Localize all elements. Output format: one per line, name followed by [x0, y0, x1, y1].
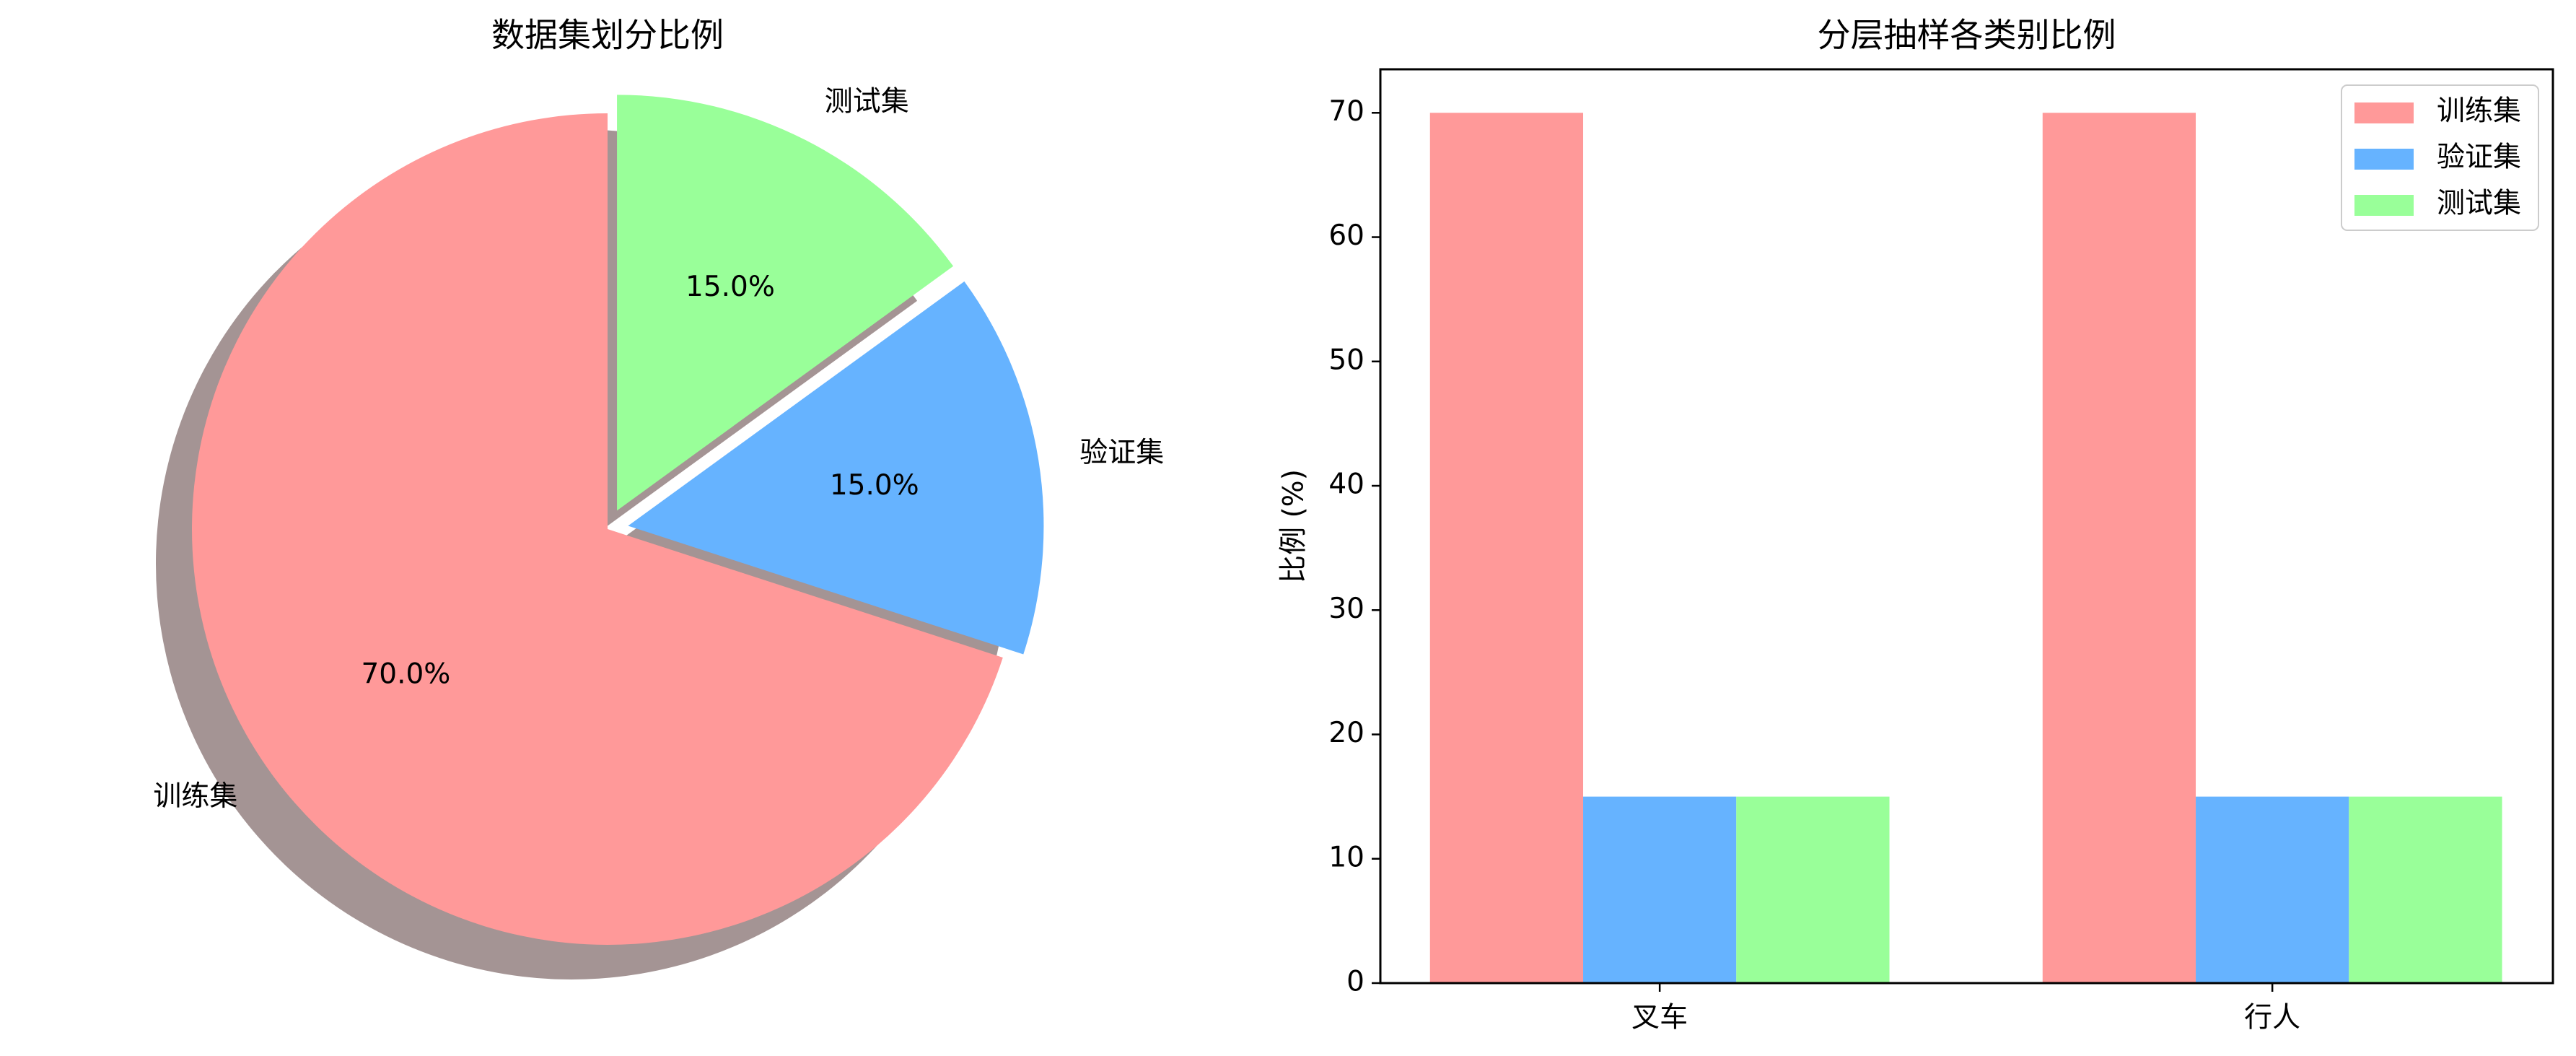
pie-slice	[617, 95, 954, 511]
legend-swatch	[2354, 149, 2414, 170]
slice-label: 验证集	[1079, 437, 1164, 469]
bar	[2196, 796, 2349, 983]
y-tick-label: 60	[1328, 219, 1364, 252]
pie-slice	[192, 113, 1003, 945]
legend-label: 验证集	[2437, 141, 2521, 174]
bar	[1736, 796, 1890, 983]
y-tick-label: 70	[1328, 95, 1364, 128]
legend-swatch	[2354, 102, 2414, 123]
slice-label: 训练集	[153, 780, 237, 813]
y-tick-label: 50	[1328, 344, 1364, 376]
y-tick-label: 40	[1328, 468, 1364, 501]
y-axis-label: 比例 (%)	[1278, 469, 1310, 583]
pie-slice	[628, 281, 1044, 655]
legend-label: 测试集	[2437, 188, 2521, 220]
bar	[1429, 113, 1584, 983]
y-tick-label: 20	[1328, 717, 1364, 749]
bar	[2042, 113, 2196, 983]
bar	[1583, 796, 1737, 983]
legend-swatch	[2354, 195, 2414, 216]
slice-value-label: 15.0%	[830, 469, 919, 502]
bar	[2349, 796, 2502, 983]
y-tick-label: 0	[1346, 966, 1364, 998]
chart-title: 数据集划分比例	[491, 16, 724, 55]
legend-label: 训练集	[2437, 95, 2521, 128]
y-tick-label: 10	[1328, 841, 1364, 873]
x-tick-label: 叉车	[1631, 1002, 1688, 1034]
chart-title: 分层抽样各类别比例	[1818, 16, 2116, 55]
slice-label: 测试集	[825, 85, 909, 118]
slice-value-label: 15.0%	[685, 271, 775, 303]
y-tick-label: 30	[1328, 593, 1364, 625]
x-tick-label: 行人	[2244, 1002, 2300, 1034]
plot-frame	[1379, 68, 2554, 985]
slice-value-label: 70.0%	[361, 658, 450, 691]
